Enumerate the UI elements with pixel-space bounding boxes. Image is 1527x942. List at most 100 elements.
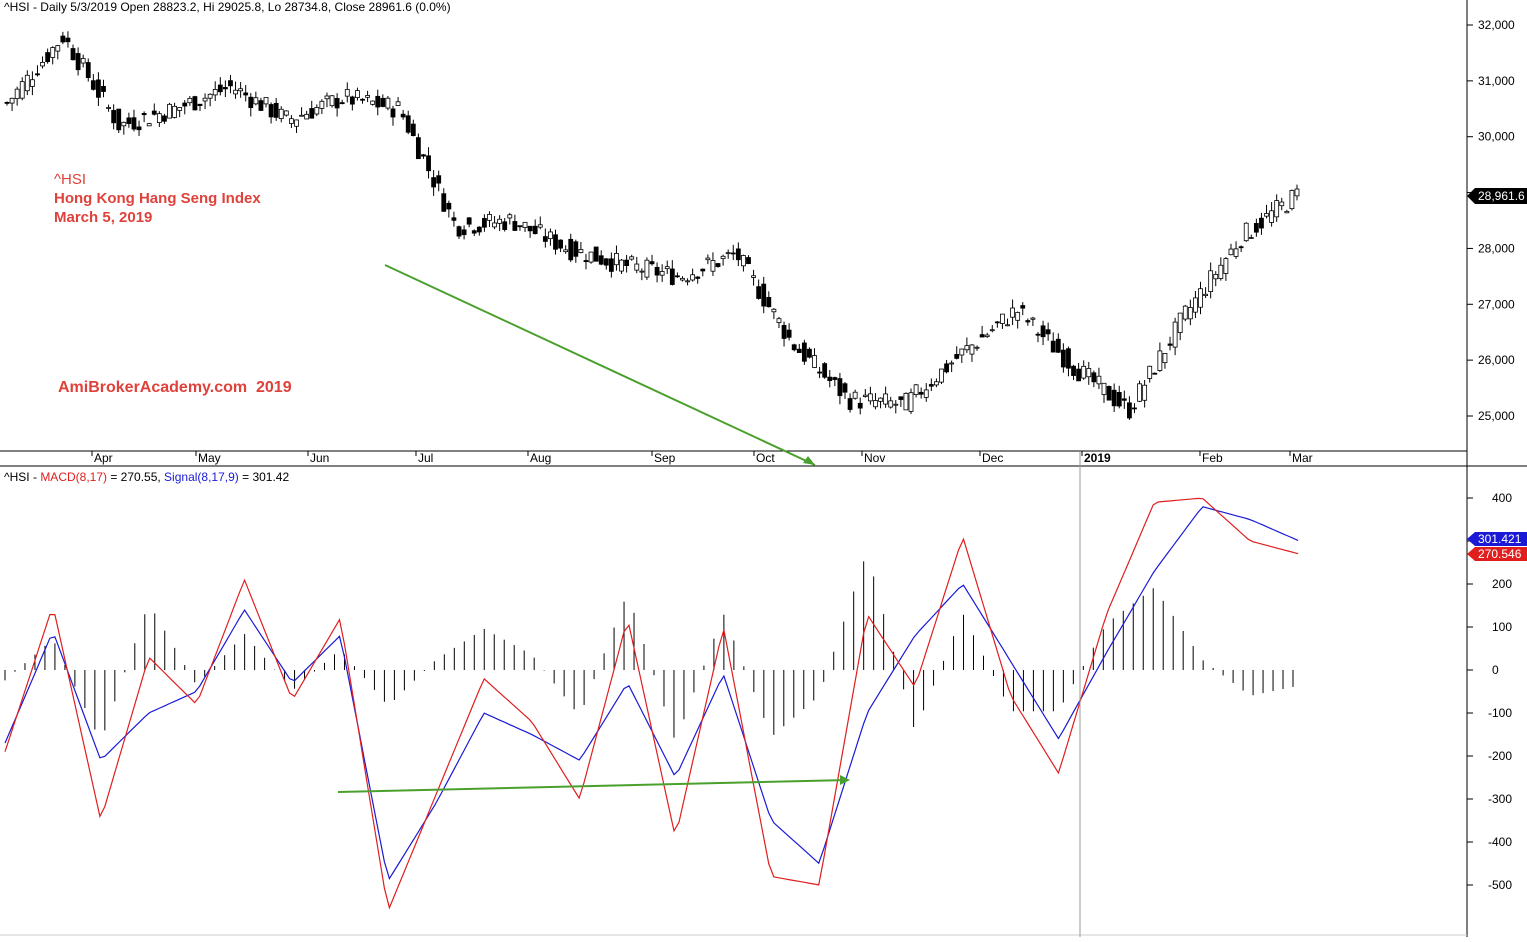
price-y-axis: 32,00031,00030,00029,00028,00027,00026,0… [1467,18,1515,423]
candle-body [446,202,452,210]
candle-body [669,268,675,285]
price-tick-label: 26,000 [1478,353,1515,367]
candle-body [847,398,853,410]
candle-body [349,96,355,105]
candle-body [1203,293,1208,296]
candle-body [70,48,76,61]
candle-body [187,97,193,104]
candle-body [268,104,274,118]
candle-body [75,53,81,71]
candle-body [776,318,782,323]
candle-body [517,225,523,228]
candle-body [959,348,965,356]
macd-tick-label: -100 [1488,706,1512,720]
candle-body [1182,305,1188,320]
candle-body [837,378,843,397]
candle-body [9,97,15,104]
candle-body [766,296,772,308]
candle-body [405,115,411,133]
month-axis: Apr May Jun Jul Aug Sep Oct Nov Dec 2019 Feb Mar [91,451,1313,465]
candle-body [1086,368,1092,378]
candle-body [512,221,518,231]
candle-body [1157,350,1163,372]
macd-header-signal-value: = 301.42 [239,470,290,484]
macd-header-signal: Signal(8,17,9) [164,470,239,484]
candle-body [492,222,497,228]
macd-trendline-arrowhead [840,775,850,785]
candle-body [1076,368,1082,382]
candle-body [35,73,40,76]
price-trendline [384,264,816,466]
candle-body [735,248,741,261]
candle-body [619,259,624,272]
candle-body [319,100,325,109]
macd-tick-label: -500 [1488,878,1512,892]
candle-body [1223,258,1229,274]
candle-body [471,230,477,234]
candle-body [542,236,548,242]
candle-body [1147,365,1153,379]
candle-body [690,274,696,281]
candle-body [1010,307,1015,318]
candle-body [786,329,792,338]
candle-body [90,80,96,90]
candle-body [603,258,609,266]
candle-body [24,74,30,92]
price-tick-label: 30,000 [1478,130,1515,144]
candle-body [177,107,183,111]
candle-body [984,334,990,338]
candle-body [299,114,304,117]
candle-body [1177,312,1183,333]
month-tick-label: 2019 [1084,451,1111,465]
candle-body [1020,305,1026,309]
candle-body [928,384,934,387]
candle-body [487,214,492,221]
price-tick-label: 31,000 [1478,74,1515,88]
candle-body [1121,398,1127,401]
candle-body [1284,211,1290,214]
candle-body [949,362,955,365]
candle-body [994,321,1000,324]
index-name-annotation: Hong Kong Hang Seng Index [54,190,261,207]
candle-body [918,391,924,395]
month-tick-label: Nov [864,451,885,465]
candle-body [502,221,508,230]
macd-tick-label: 400 [1492,491,1512,505]
candle-body [1035,333,1041,336]
candle-body [862,394,868,397]
candle-body [385,97,391,109]
candle-body [162,115,167,122]
month-tick-label: Sep [654,451,676,465]
candle-body [593,246,599,262]
candle-body [532,225,538,235]
candle-body [121,121,127,127]
candle-body [700,268,706,272]
candle-body [436,175,442,184]
candle-body [1289,190,1295,210]
candle-body [55,45,61,52]
candle-body [1132,407,1137,410]
candle-body [1127,402,1132,419]
candle-body [715,263,721,267]
candle-body [710,260,716,272]
macd-line [4,497,1299,910]
candle-body [791,344,797,351]
candle-body [1116,392,1122,407]
candle-body [614,253,619,266]
candle-body [867,393,873,402]
candle-body [96,79,101,98]
candle-body [40,62,45,67]
price-tick-label: 32,000 [1478,18,1515,32]
month-tick-label: Mar [1292,451,1313,465]
candle-body [309,108,315,119]
price-tick-label: 27,000 [1478,297,1515,311]
candle-body [979,334,985,338]
candle-body [1248,237,1254,239]
candle-body [14,88,20,100]
candle-body [761,283,767,307]
candle-body [923,389,929,398]
macd-lines [4,497,1299,910]
candle-body [568,238,574,261]
candle-body [1040,325,1046,338]
